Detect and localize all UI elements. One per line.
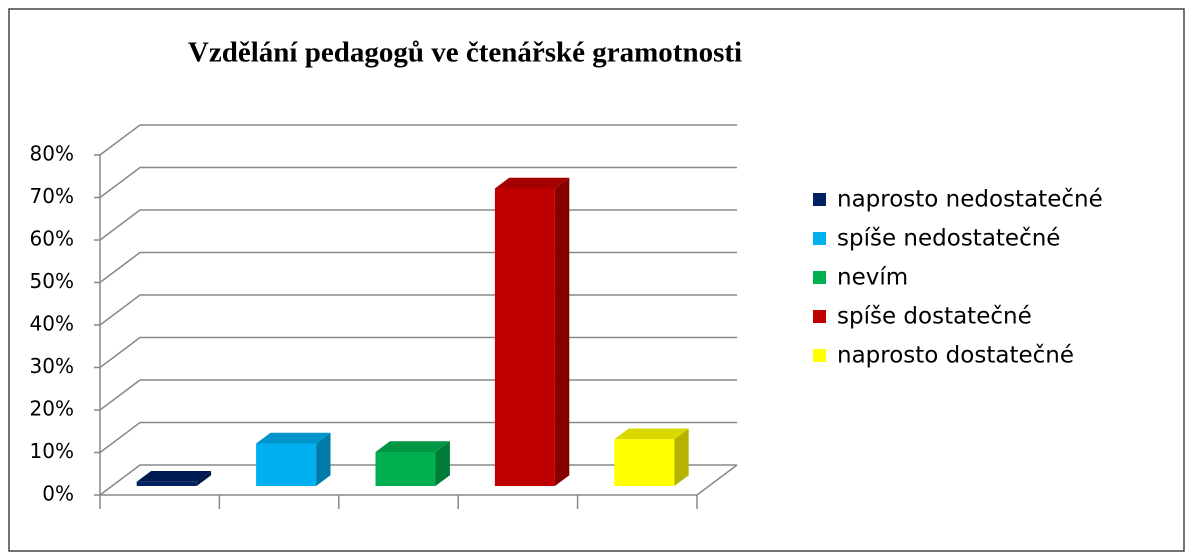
- bar-top: [256, 432, 331, 444]
- bar-side: [554, 177, 570, 486]
- y-tick-label: 10%: [30, 439, 74, 463]
- bar-side: [316, 432, 331, 486]
- y-tick-label: 40%: [30, 312, 74, 336]
- chart-border: [8, 8, 1185, 552]
- y-tick-label: 30%: [30, 354, 74, 378]
- bar: [375, 452, 436, 486]
- chart-title: Vzdělání pedagogů ve čtenářské gramotnos…: [188, 37, 742, 69]
- bar: [136, 481, 197, 486]
- y-tick-label: 20%: [30, 397, 74, 421]
- bar-top: [375, 441, 450, 452]
- y-tick-label: 60%: [30, 227, 74, 251]
- bar: [256, 443, 317, 486]
- grid-line: [99, 166, 737, 199]
- legend-label: naprosto nedostatečné: [837, 187, 1103, 213]
- bar-side: [674, 428, 689, 486]
- legend-swatch: [813, 310, 826, 323]
- bar-top: [494, 177, 570, 189]
- grid-line: [99, 124, 737, 156]
- y-tick-label: 70%: [30, 184, 74, 208]
- legend-swatch: [813, 232, 826, 245]
- legend-label: naprosto dostatečné: [837, 343, 1074, 369]
- bar-side: [196, 470, 212, 486]
- legend-label: spíše dostatečné: [837, 304, 1032, 330]
- bar-side: [435, 441, 450, 486]
- legend-label: spíše nedostatečné: [837, 226, 1060, 252]
- bar: [494, 188, 555, 486]
- bar-top: [136, 470, 212, 482]
- legend-swatch: [813, 271, 826, 284]
- legend-label: nevím: [837, 265, 908, 291]
- legend-swatch: [813, 193, 826, 206]
- y-tick-label: 50%: [30, 269, 74, 293]
- y-tick-label: 0%: [42, 482, 74, 506]
- legend-swatch: [813, 349, 826, 362]
- y-tick-label: 80%: [30, 142, 74, 166]
- bar: [614, 439, 675, 486]
- bar-top: [614, 428, 689, 440]
